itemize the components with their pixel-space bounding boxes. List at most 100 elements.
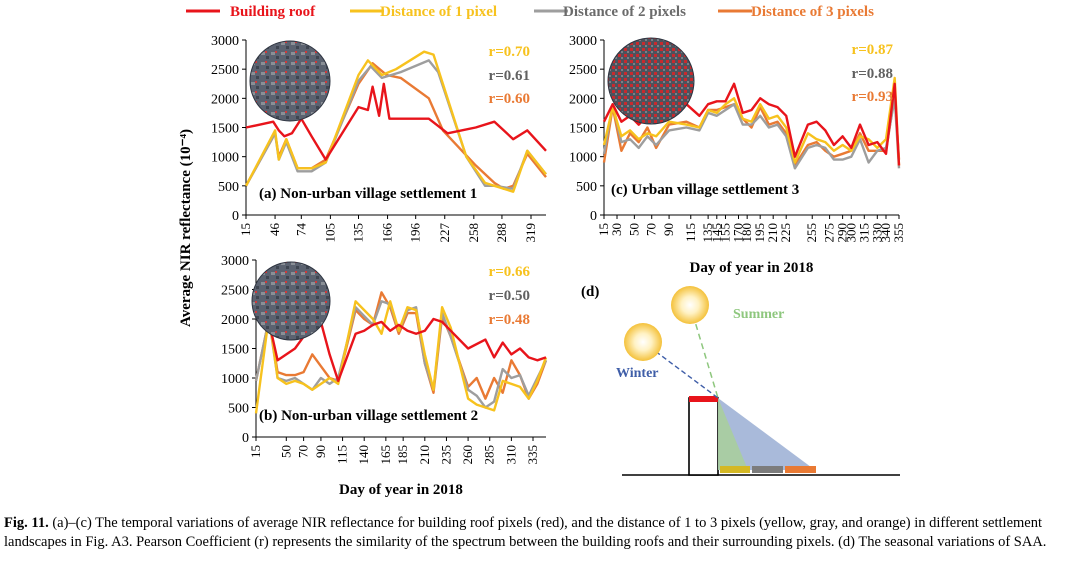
building-roof [689,396,718,402]
chart-panel-b: 0 500 1000 1500 2000 2500 3000 15 50 70 90 115 140 16… [221,254,548,498]
series-line-0 [255,311,547,383]
x-axis-label: Day of year in 2018 [339,482,463,498]
thumbnail-a [249,40,331,122]
y-tick-label: 2500 [211,63,239,78]
legend-label-3: Distance of 3 pixels [751,4,874,20]
x-tick-label: 210 [765,223,780,243]
thumbnail-b [251,261,331,341]
x-tick-label: 155 [717,223,732,243]
x-tick-label: 300 [843,223,858,243]
y-tick-label: 1000 [211,151,239,166]
y-tick-label: 500 [218,180,239,195]
summer-label: Summer [733,307,784,322]
x-tick-label: 74 [293,223,308,237]
summer-ray [689,304,719,399]
panel-title: (b) Non-urban village settlement 2 [259,408,478,424]
x-tick-label: 105 [322,223,337,243]
r-value-0: r=0.70 [489,44,530,60]
x-tick-label: 319 [523,223,538,243]
y-tick-label: 0 [232,209,239,224]
y-axis-label: Average NIR reflectance (10⁻⁴) [178,129,194,327]
x-tick-label: 70 [644,223,659,236]
summer-shadow [718,398,748,470]
x-tick-label: 315 [856,223,871,243]
r-value-2: r=0.93 [852,89,893,105]
x-tick-label: 310 [503,445,518,465]
y-tick-label: 1000 [569,151,597,166]
r-value-0: r=0.66 [489,264,531,280]
chart-panel-a: 0 500 1000 1500 2000 2500 3000 15 46 74 105 135 166 1… [211,34,547,243]
panel-d-diagram: (d) Summer Winter [581,284,900,476]
y-tick-label: 2500 [221,284,249,299]
x-tick-label: 50 [626,223,641,236]
x-tick-label: 225 [778,223,793,243]
chart-legend: Building roof Distance of 1 pixel Distance… [186,4,874,20]
x-tick-label: 135 [351,223,366,243]
y-tick-label: 3000 [221,254,249,269]
x-tick-label: 145 [709,223,724,243]
panel-d-label: (d) [581,284,599,300]
x-tick-label: 90 [661,223,676,236]
legend-label-2: Distance of 2 pixels [563,4,686,20]
x-tick-label: 70 [296,445,311,458]
winter-label: Winter [616,366,659,381]
thumbnail-c [607,37,695,125]
x-tick-label: 227 [437,223,452,243]
building [688,397,719,476]
x-tick-label: 165 [378,445,393,465]
x-tick-label: 285 [482,445,497,465]
series-line-0 [245,82,547,161]
y-tick-label: 2000 [211,92,239,107]
caption-text: (a)–(c) The temporal variations of avera… [4,515,1047,550]
caption-lead: Fig. 11. [4,515,49,531]
legend-label-0: Building roof [230,4,316,20]
y-tick-label: 0 [242,431,249,446]
x-tick-label: 15 [248,445,263,458]
y-tick-label: 3000 [569,34,597,49]
r-value-1: r=0.61 [489,68,530,84]
r-value-0: r=0.87 [852,42,894,58]
x-tick-label: 140 [356,445,371,465]
x-tick-label: 50 [278,445,293,458]
r-value-2: r=0.48 [489,312,530,328]
x-tick-label: 195 [752,223,767,243]
y-tick-label: 1500 [221,343,249,358]
x-tick-label: 210 [417,445,432,465]
x-tick-label: 290 [835,223,850,243]
x-tick-label: 180 [739,223,754,243]
x-tick-label: 335 [525,445,540,465]
x-tick-label: 115 [335,445,350,464]
y-tick-label: 3000 [211,34,239,49]
x-tick-label: 90 [313,445,328,458]
x-tick-label: 255 [804,223,819,243]
y-tick-label: 2000 [569,92,597,107]
y-tick-label: 0 [590,209,597,224]
y-tick-label: 2000 [221,313,249,328]
x-tick-label: 340 [878,223,893,243]
distance-bar-3 [785,466,816,473]
series-line-1 [602,76,901,166]
series-line-2 [602,97,901,170]
x-tick-label: 330 [869,223,884,243]
x-tick-label: 288 [494,223,509,243]
x-tick-label: 30 [609,223,624,236]
x-tick-label: 135 [700,223,715,243]
y-tick-label: 500 [228,402,249,417]
x-tick-label: 166 [380,223,395,243]
y-tick-label: 2500 [569,63,597,78]
legend-label-1: Distance of 1 pixel [380,4,497,20]
x-tick-label: 15 [596,223,611,236]
x-tick-label: 15 [238,223,253,236]
x-tick-label: 235 [438,445,453,465]
r-value-1: r=0.50 [489,288,530,304]
x-axis-label: Day of year in 2018 [690,260,814,276]
winter-shadow [718,398,815,470]
x-tick-label: 185 [395,445,410,465]
x-tick-label: 258 [466,223,481,243]
figure-caption: Fig. 11. (a)–(c) The temporal variations… [4,514,1076,552]
x-tick-label: 46 [267,223,282,237]
distance-bar-2 [752,466,783,473]
x-tick-label: 196 [408,223,423,243]
series-line-1 [254,300,548,414]
panel-title: (c) Urban village settlement 3 [611,182,799,198]
